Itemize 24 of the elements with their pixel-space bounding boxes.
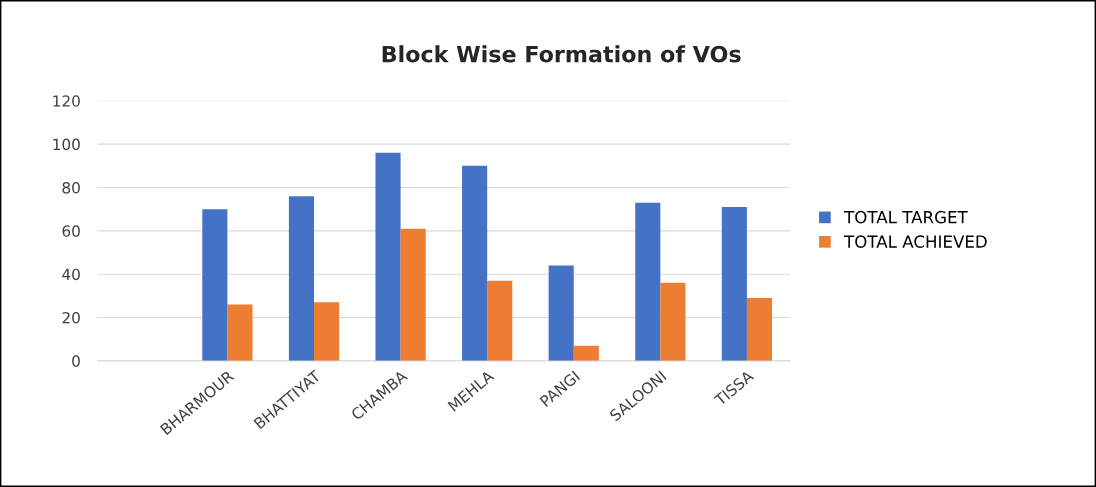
y-tick-label: 40 xyxy=(62,268,80,281)
bar xyxy=(660,282,686,361)
bar xyxy=(573,345,599,361)
bar xyxy=(548,265,574,361)
legend-label: TOTAL ACHIEVED xyxy=(844,235,987,248)
bar xyxy=(227,304,253,361)
y-tick-label: 80 xyxy=(62,181,80,194)
bar xyxy=(375,152,401,361)
y-tick-label: 120 xyxy=(53,95,80,107)
y-tick-label: 60 xyxy=(62,225,80,237)
bar xyxy=(746,298,773,361)
bar xyxy=(202,209,228,361)
y-tick-label: 0 xyxy=(72,355,80,367)
bar xyxy=(400,228,426,361)
bar xyxy=(288,196,314,361)
y-tick-label: 100 xyxy=(53,138,80,151)
bar xyxy=(462,165,488,361)
bar xyxy=(487,280,513,361)
y-tick-label: 20 xyxy=(62,311,80,324)
bar xyxy=(314,302,340,361)
legend-label: TOTAL TARGET xyxy=(844,210,968,224)
bar xyxy=(721,207,747,361)
bar xyxy=(635,202,661,361)
chart-title: Block Wise Formation of VOs xyxy=(382,45,741,63)
